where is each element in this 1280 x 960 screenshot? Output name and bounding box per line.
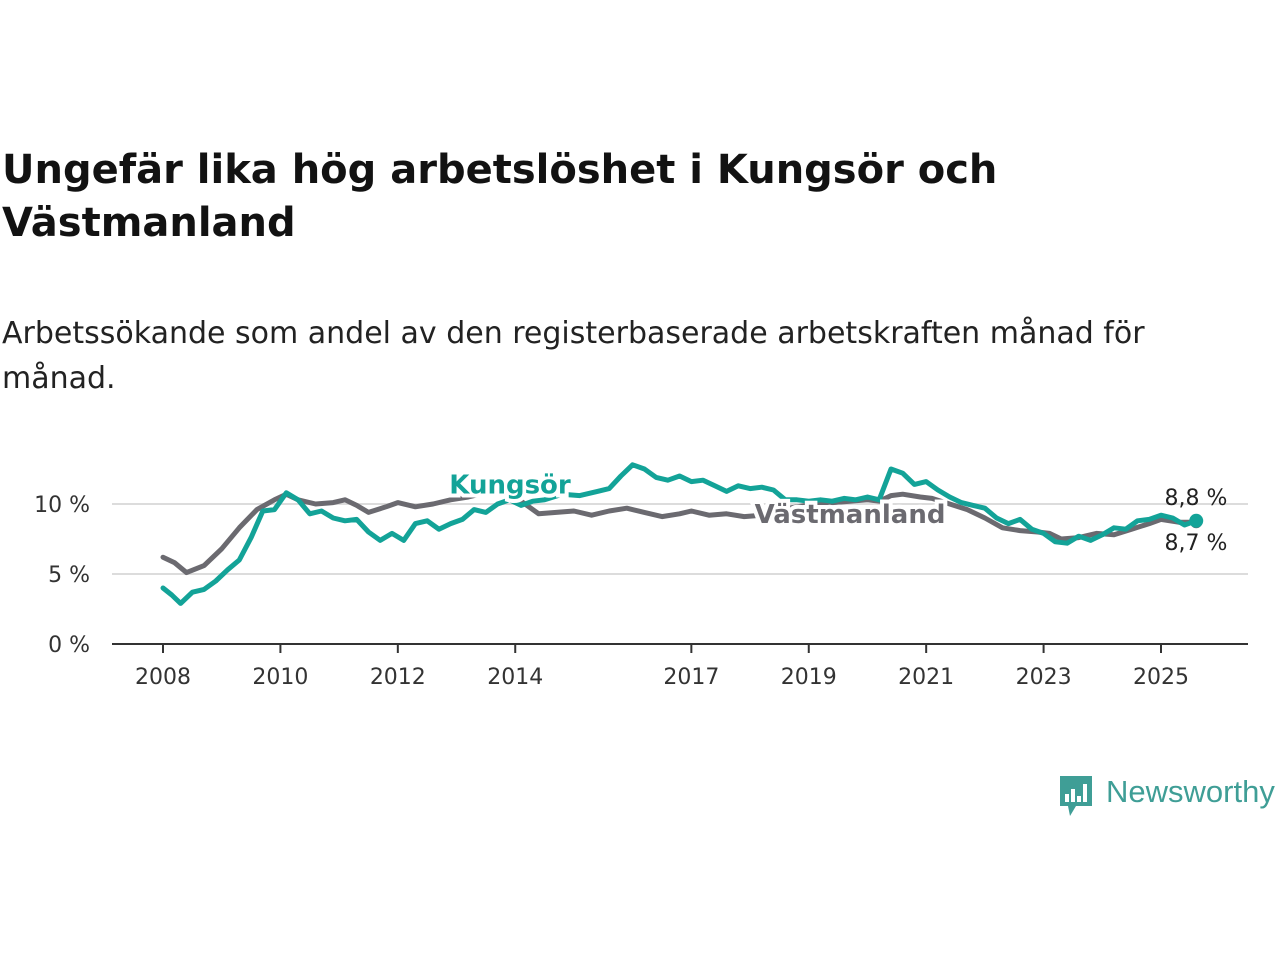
series-line-västmanland bbox=[160, 488, 1199, 576]
y-axis-tick-labels: 0 % 5 % 10 % bbox=[34, 493, 90, 658]
x-tick-label: 2021 bbox=[898, 665, 954, 690]
chart-title: Ungefär lika hög arbetslöshet i Kungsör … bbox=[2, 147, 998, 246]
x-tick-label: 2023 bbox=[1016, 665, 1072, 690]
x-tick-label: 2019 bbox=[781, 665, 837, 690]
line-chart: 0 %5 %10 % 2008 2010 2012 2014 2017 2019 2021 2… bbox=[34, 462, 1248, 690]
x-tick-label: 2012 bbox=[370, 665, 426, 690]
brand-label: Newsworthy bbox=[1106, 774, 1275, 809]
series-label-vastmanland: Västmanland bbox=[755, 500, 946, 530]
x-tick-label: 2014 bbox=[487, 665, 543, 690]
x-tick-label: 2025 bbox=[1133, 665, 1189, 690]
x-axis: 2008 2010 2012 2014 2017 2019 2021 2023 2025 bbox=[112, 643, 1248, 690]
end-value-kungsor: 8,8 % bbox=[1165, 486, 1228, 511]
chart-subtitle: Arbetssökande som andel av den registerb… bbox=[2, 316, 1145, 396]
series-labels: Kungsör Västmanland 8,8 % 8,7 % bbox=[445, 467, 1228, 556]
series-label-kungsor: Kungsör bbox=[449, 471, 571, 501]
newsworthy-logo-icon bbox=[1060, 776, 1092, 816]
series-line-kungsör bbox=[160, 462, 1199, 606]
series-lines bbox=[160, 462, 1199, 606]
newsworthy-brand: Newsworthy bbox=[1058, 772, 1280, 818]
x-tick-label: 2017 bbox=[663, 665, 719, 690]
y-tick-label: 0 % bbox=[48, 633, 90, 658]
end-point-kungsor bbox=[1189, 513, 1204, 528]
y-tick-label: 10 % bbox=[34, 493, 90, 518]
x-tick-label: 2010 bbox=[252, 665, 308, 690]
x-tick-label: 2008 bbox=[135, 665, 191, 690]
end-value-vastmanland: 8,7 % bbox=[1165, 531, 1228, 556]
y-tick-label: 5 % bbox=[48, 563, 90, 588]
